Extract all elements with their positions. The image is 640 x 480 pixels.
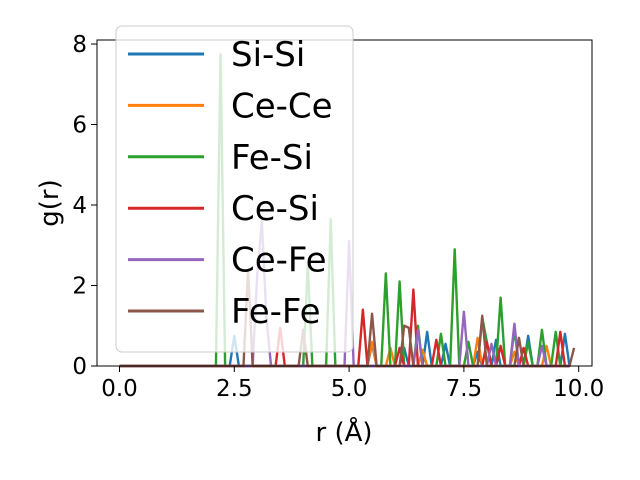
x-tick-label: 2.5 — [216, 376, 253, 402]
legend-label: Fe-Si — [231, 138, 313, 178]
y-tick-label: 2 — [72, 274, 87, 300]
legend-item-fe-si: Fe-Si — [128, 138, 313, 178]
legend-label: Ce-Fe — [231, 241, 327, 281]
y-axis-ticks: 0 2 4 6 8 — [72, 32, 97, 380]
y-tick-label: 8 — [72, 32, 87, 58]
x-tick-label: 5.0 — [331, 376, 368, 402]
legend-label: Ce-Si — [231, 189, 319, 229]
x-tick-label: 0.0 — [101, 376, 138, 402]
y-tick-label: 0 — [72, 354, 87, 380]
legend-label: Fe-Fe — [231, 292, 321, 332]
legend: Si-Si Ce-Ce Fe-Si Ce-Si Ce-Fe Fe-Fe — [115, 25, 354, 353]
legend-label: Si-Si — [231, 35, 305, 75]
legend-label: Ce-Ce — [231, 86, 333, 126]
y-tick-label: 6 — [72, 113, 87, 139]
legend-item-ce-ce: Ce-Ce — [128, 86, 333, 126]
legend-item-fe-fe: Fe-Fe — [128, 292, 321, 332]
legend-box — [115, 25, 354, 353]
legend-item-ce-fe: Ce-Fe — [128, 241, 327, 281]
legend-item-si-si: Si-Si — [128, 35, 305, 75]
x-tick-label: 10.0 — [553, 376, 604, 402]
legend-item-ce-si: Ce-Si — [128, 189, 319, 229]
y-tick-label: 4 — [72, 193, 87, 219]
series-line-ce-si — [119, 288, 570, 368]
x-tick-label: 7.5 — [446, 376, 483, 402]
x-axis-ticks: 0.0 2.5 5.0 7.5 10.0 — [101, 366, 604, 402]
x-axis-label: r (Å) — [315, 416, 372, 448]
y-axis-label: g(r) — [35, 179, 65, 226]
